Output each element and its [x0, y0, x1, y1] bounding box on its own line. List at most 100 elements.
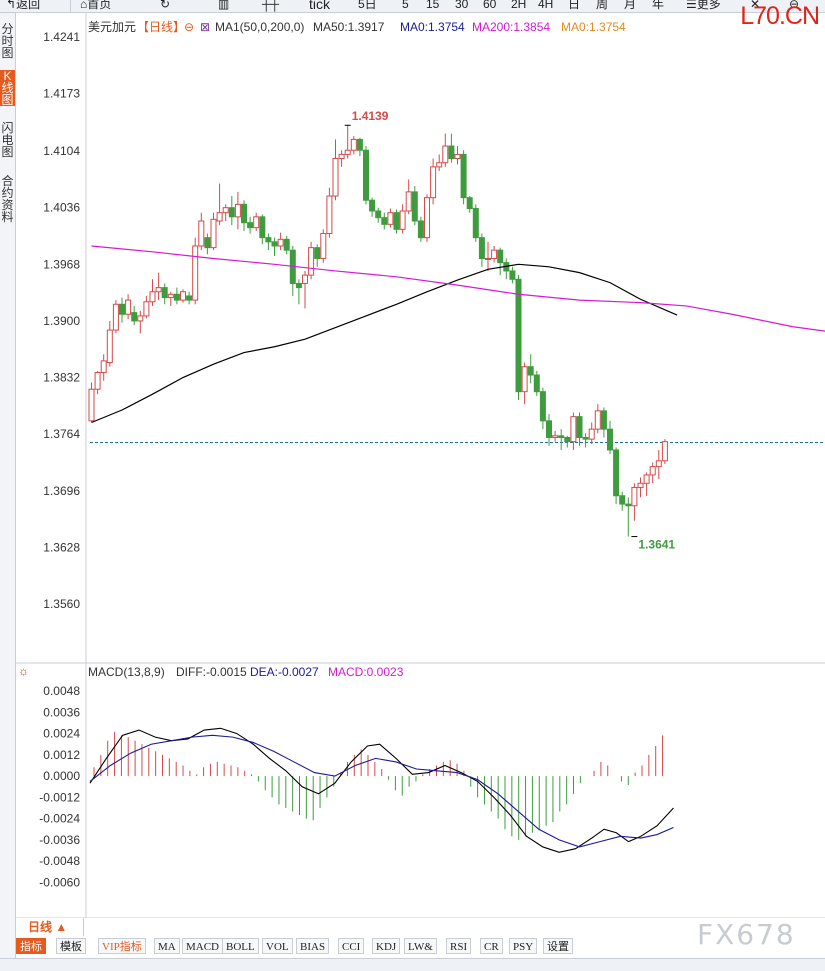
candle[interactable] — [223, 204, 228, 221]
candle[interactable] — [327, 188, 332, 238]
candle[interactable] — [443, 134, 448, 167]
period-year[interactable]: 年 — [652, 0, 664, 12]
candle[interactable] — [296, 279, 301, 304]
candle[interactable] — [138, 311, 143, 333]
candle[interactable] — [303, 271, 308, 308]
candle[interactable] — [504, 258, 509, 279]
candle[interactable] — [101, 354, 106, 381]
candle[interactable] — [272, 238, 277, 256]
home-button[interactable]: ⌂首页 — [80, 0, 111, 12]
candle[interactable] — [284, 236, 289, 254]
indicator-tab[interactable]: BIAS — [296, 938, 329, 954]
candle[interactable] — [601, 408, 606, 438]
candle[interactable] — [205, 233, 210, 254]
nav-timeshare[interactable]: 分时图 — [0, 23, 15, 59]
period-15m[interactable]: 15 — [426, 0, 439, 12]
candle[interactable] — [492, 246, 497, 263]
candle[interactable] — [351, 136, 356, 154]
candle[interactable] — [211, 213, 216, 250]
candle[interactable] — [248, 217, 253, 234]
indicator-tab[interactable]: 模板 — [56, 938, 86, 954]
candle[interactable] — [95, 371, 100, 394]
candle[interactable] — [431, 159, 436, 205]
candle[interactable] — [126, 294, 131, 319]
candle[interactable] — [382, 213, 387, 230]
candle[interactable] — [254, 213, 259, 231]
period-30m[interactable]: 30 — [455, 0, 468, 12]
period-4h[interactable]: 4H — [538, 0, 553, 12]
candle[interactable] — [376, 208, 381, 223]
candle[interactable] — [315, 244, 320, 266]
candle[interactable] — [174, 288, 179, 305]
macd-settings-icon[interactable]: ☼ — [18, 664, 29, 678]
candle[interactable] — [345, 125, 350, 158]
refresh-button[interactable]: ↻ — [160, 0, 170, 12]
candle[interactable] — [388, 209, 393, 228]
candle[interactable] — [455, 146, 460, 164]
tick-button[interactable]: tick — [309, 0, 330, 12]
candle[interactable] — [217, 184, 222, 226]
candle[interactable] — [89, 383, 94, 423]
candle[interactable] — [498, 248, 503, 275]
period-selector[interactable]: 日线 ▲ — [16, 918, 84, 936]
candle[interactable] — [614, 447, 619, 504]
candle[interactable] — [156, 273, 161, 300]
settings-icon[interactable]: ⊖ — [184, 20, 194, 34]
candle[interactable] — [181, 289, 186, 302]
indicator-tab[interactable]: MACD — [182, 938, 223, 954]
candle[interactable] — [113, 300, 118, 333]
candle[interactable] — [242, 200, 247, 231]
candle[interactable] — [644, 472, 649, 495]
period-day[interactable]: 日 — [568, 0, 580, 12]
kline-chart[interactable]: 美元加元 【日线】 ⊖ ⊠ MA1(50,0,200,0) MA50:1.391… — [16, 13, 825, 918]
indicator-tab[interactable]: 指标 — [16, 938, 46, 954]
candle-type-button[interactable]: ┼┼ — [262, 0, 279, 12]
candle[interactable] — [168, 292, 173, 306]
candle[interactable] — [571, 413, 576, 450]
candle[interactable] — [229, 196, 234, 225]
indicator-tab[interactable]: VIP指标 — [98, 938, 146, 954]
candle[interactable] — [394, 209, 399, 233]
indicator-tab[interactable]: VOL — [262, 938, 293, 954]
candle[interactable] — [199, 213, 204, 250]
candle[interactable] — [540, 388, 545, 430]
candle[interactable] — [589, 422, 594, 444]
candle[interactable] — [260, 214, 265, 244]
candle[interactable] — [595, 404, 600, 433]
candle[interactable] — [650, 462, 655, 483]
candle[interactable] — [608, 421, 613, 454]
candle[interactable] — [473, 204, 478, 241]
candle[interactable] — [412, 186, 417, 225]
candle[interactable] — [120, 298, 125, 323]
candle[interactable] — [620, 492, 625, 511]
candle[interactable] — [278, 233, 283, 250]
period-month[interactable]: 月 — [624, 0, 636, 12]
nav-contract-info[interactable]: 合约资料 — [0, 175, 15, 223]
candle[interactable] — [400, 204, 405, 233]
candle[interactable] — [418, 217, 423, 242]
period-5m[interactable]: 5 — [402, 0, 409, 12]
more-button[interactable]: ☰更多 — [686, 0, 721, 12]
candle[interactable] — [364, 146, 369, 204]
indicator-tab[interactable]: CCI — [338, 938, 364, 954]
candle[interactable] — [193, 238, 198, 305]
candle[interactable] — [290, 246, 295, 296]
candle[interactable] — [162, 283, 167, 304]
indicator-tab[interactable]: BOLL — [222, 938, 259, 954]
indicator-tab[interactable]: KDJ — [372, 938, 400, 954]
candle[interactable] — [370, 198, 375, 217]
candle[interactable] — [559, 429, 564, 450]
indicator-tab[interactable]: 设置 — [543, 938, 573, 954]
candle[interactable] — [321, 229, 326, 262]
candle[interactable] — [132, 306, 137, 325]
candle[interactable] — [583, 433, 588, 447]
period-week[interactable]: 周 — [596, 0, 608, 12]
indicator-tab[interactable]: CR — [480, 938, 503, 954]
candle[interactable] — [357, 138, 362, 156]
candle[interactable] — [187, 292, 192, 304]
candle[interactable] — [510, 267, 515, 284]
candle[interactable] — [662, 439, 667, 464]
candle[interactable] — [461, 150, 466, 204]
chart-type-button[interactable]: ▥ — [218, 0, 229, 12]
candle[interactable] — [553, 431, 558, 442]
